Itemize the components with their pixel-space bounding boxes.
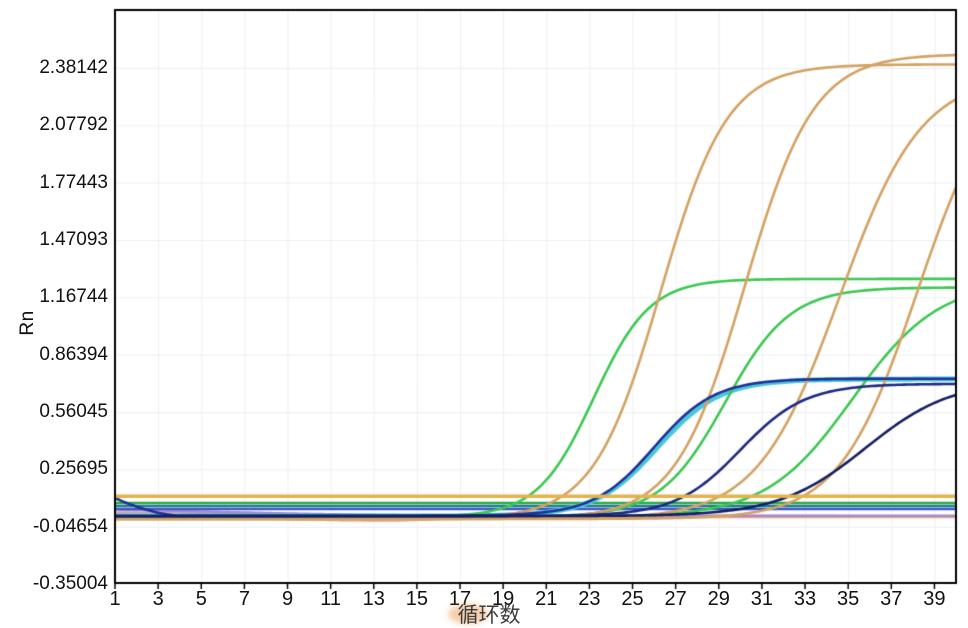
- x-tick-label: 23: [578, 588, 601, 610]
- x-tick-label: 1: [109, 588, 121, 610]
- x-tick-label: 35: [837, 588, 860, 610]
- y-axis-title: Rn: [17, 310, 38, 336]
- y-tick-label: 2.38142: [39, 56, 108, 78]
- y-tick-label: 0.56045: [39, 401, 108, 423]
- x-tick-label: 11: [320, 588, 342, 610]
- y-tick-label: -0.04654: [32, 515, 108, 537]
- y-tick-label: -0.35004: [32, 573, 108, 595]
- y-tick-label: 1.47093: [39, 228, 108, 250]
- x-axis-title: 循环数: [457, 604, 521, 627]
- y-tick-label: 1.16744: [39, 286, 108, 308]
- x-tick-label: 9: [281, 588, 294, 610]
- x-tick-label: 19: [492, 588, 515, 610]
- x-tick-label: 3: [152, 588, 164, 610]
- x-tick-label: 27: [664, 588, 687, 610]
- x-tick-label: 5: [195, 588, 207, 610]
- y-tick-label: 2.07792: [39, 114, 108, 136]
- x-tick-label: 13: [362, 588, 385, 610]
- x-tick-label: 29: [707, 588, 730, 610]
- y-tick-label: 1.77443: [39, 171, 108, 193]
- x-tick-label: 17: [448, 588, 472, 610]
- x-tick-label: 31: [750, 588, 774, 610]
- x-tick-label: 37: [880, 588, 903, 610]
- x-tick-label: 33: [793, 588, 817, 610]
- x-tick-label: 39: [923, 588, 946, 610]
- x-tick-label: 21: [535, 588, 558, 610]
- x-tick-label: 15: [405, 588, 429, 610]
- x-tick-label: 25: [621, 588, 644, 610]
- x-tick-label: 7: [238, 588, 250, 610]
- watermark-smudge: [448, 604, 488, 624]
- y-tick-label: 0.86394: [39, 343, 108, 365]
- y-tick-label: 0.25695: [39, 458, 108, 480]
